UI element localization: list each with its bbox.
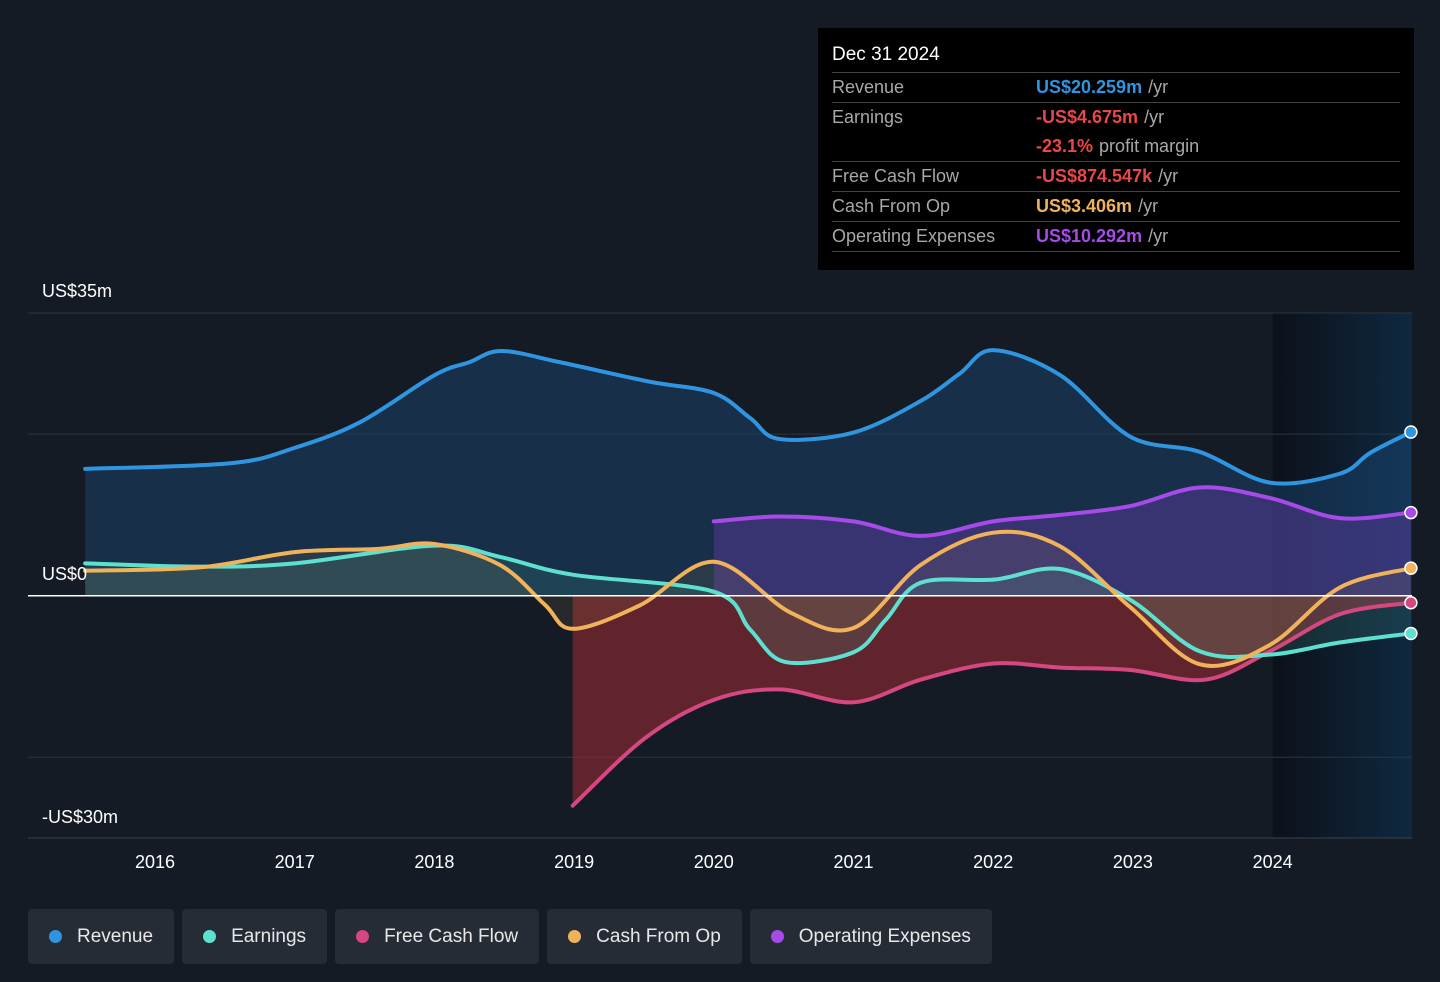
legend-dot-icon <box>203 930 217 943</box>
legend-label: Revenue <box>77 925 154 947</box>
free-cash-flow-area <box>572 595 1411 806</box>
legend-dot-icon <box>49 930 62 943</box>
cash-from-op-line <box>83 529 1413 668</box>
x-tick-label: 2021 <box>833 852 873 872</box>
x-tick-label: 2019 <box>554 852 594 872</box>
tooltip-value: -US$4.675m <box>1036 107 1139 127</box>
x-tick-label: 2018 <box>414 852 454 872</box>
legend-item-earnings[interactable]: Earnings <box>182 909 328 964</box>
tooltip-unit: /yr <box>1148 77 1169 97</box>
tooltip-row: Free Cash Flow -US$874.547k/yr <box>832 162 1400 192</box>
tooltip-label: Earnings <box>832 107 904 127</box>
tooltip-unit: /yr <box>1158 166 1179 186</box>
tooltip-date: Dec 31 2024 <box>832 42 1400 73</box>
legend-item-free-cash-flow[interactable]: Free Cash Flow <box>335 909 540 964</box>
operating-expenses-end-point <box>1404 505 1418 520</box>
free-cash-flow-line <box>570 600 1413 808</box>
earnings-line <box>83 543 1413 666</box>
free-cash-flow-end-point <box>1404 595 1418 610</box>
y-label-top: US$35m <box>42 281 113 301</box>
tooltip-row: Earnings -US$4.675m/yr <box>832 103 1400 132</box>
revenue-line <box>83 348 1413 486</box>
y-label-bottom: -US$30m <box>42 807 119 827</box>
tooltip-unit: /yr <box>1144 107 1165 127</box>
x-tick-label: 2020 <box>694 852 734 872</box>
tooltip-value: US$10.292m <box>1036 226 1143 246</box>
tooltip-label: Free Cash Flow <box>832 166 960 186</box>
legend-item-cash-from-op[interactable]: Cash From Op <box>547 909 742 964</box>
tooltip-row: Cash From Op US$3.406m/yr <box>832 192 1400 222</box>
x-tick-label: 2017 <box>275 852 315 872</box>
tooltip-label: Operating Expenses <box>832 226 996 246</box>
legend-item-operating-expenses[interactable]: Operating Expenses <box>749 909 992 964</box>
tooltip-value: -US$874.547k <box>1036 166 1153 186</box>
tooltip: Dec 31 2024 Revenue US$20.259m/yr Earnings… <box>818 28 1414 270</box>
x-tick-label: 2016 <box>135 852 175 872</box>
legend-dot-icon <box>356 930 370 943</box>
tooltip-unit: /yr <box>1148 226 1169 246</box>
operating-expenses-area <box>713 487 1411 596</box>
tooltip-unit: profit margin <box>1099 136 1200 156</box>
x-tick-label: 2023 <box>1113 852 1153 872</box>
revenue-end-point <box>1404 425 1418 439</box>
x-tick-label: 2024 <box>1253 852 1293 872</box>
tooltip-label <box>832 132 1036 161</box>
tooltip-row: -23.1% profit margin <box>832 132 1400 162</box>
legend-label: Earnings <box>231 925 307 947</box>
legend-label: Free Cash Flow <box>384 925 519 947</box>
tooltip-row: Operating Expenses US$10.292m/yr <box>832 222 1400 252</box>
tooltip-value: -23.1% <box>1036 136 1094 156</box>
chart: 2016 2017 2018 2019 2020 2021 2022 2023 2024 <box>28 312 1418 872</box>
tooltip-value: US$20.259m <box>1036 77 1143 97</box>
legend-dot-icon <box>770 930 784 943</box>
legend-dot-icon <box>568 930 582 943</box>
tooltip-label: Revenue <box>832 77 905 97</box>
legend-item-revenue[interactable]: Revenue <box>28 909 175 964</box>
earnings-end-point <box>1404 626 1418 641</box>
operating-expenses-line <box>711 485 1413 538</box>
tooltip-row: Revenue US$20.259m/yr <box>832 73 1400 103</box>
y-label-zero: US$0 <box>42 564 88 584</box>
tooltip-label: Cash From Op <box>832 196 951 216</box>
legend: Revenue Earnings Free Cash Flow Cash From O… <box>28 909 992 964</box>
legend-label: Cash From Op <box>596 925 721 947</box>
x-tick-label: 2022 <box>973 852 1013 872</box>
tooltip-unit: /yr <box>1138 196 1159 216</box>
cash-from-op-end-point <box>1404 561 1418 575</box>
tooltip-value: US$3.406m <box>1036 196 1133 216</box>
legend-label: Operating Expenses <box>798 925 971 947</box>
cash-from-op-area <box>85 531 1411 667</box>
